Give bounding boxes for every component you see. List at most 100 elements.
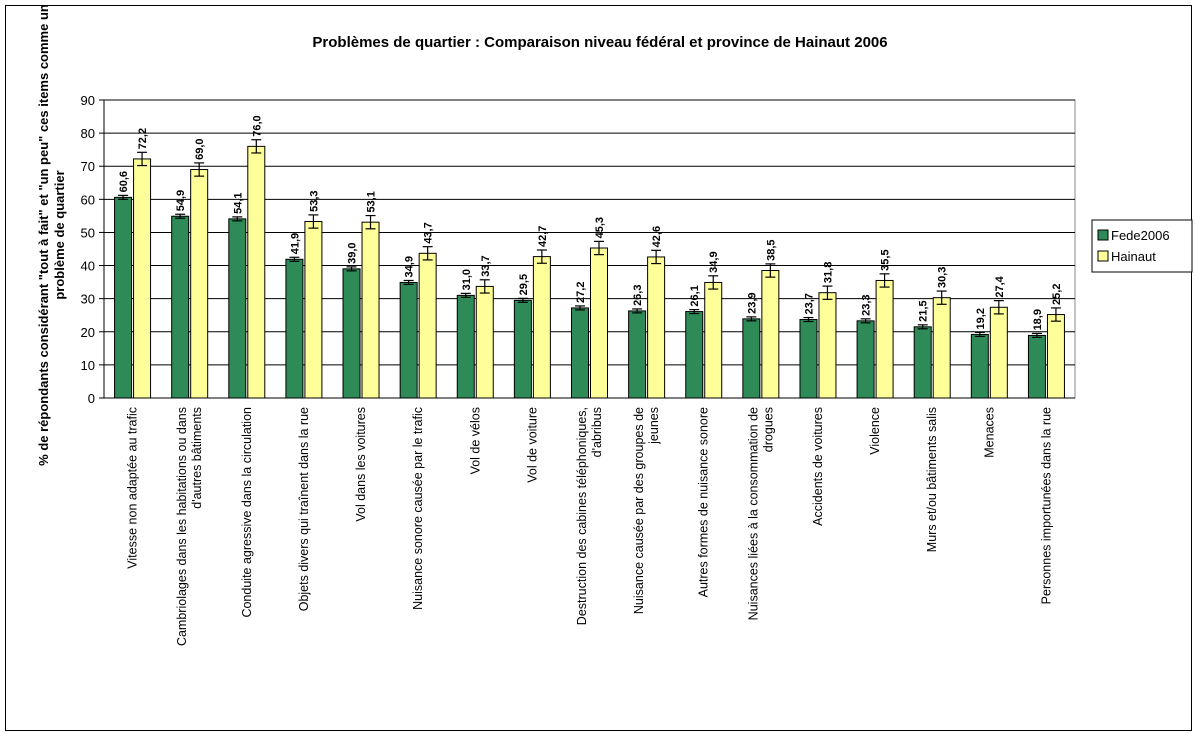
data-label: 18,9 [1032,309,1044,330]
bar-fede2006 [456,294,475,399]
y-tick-label: 40 [81,259,95,274]
bar-hainaut [475,285,494,399]
data-label: 34,9 [708,251,720,272]
bar-hainaut [304,221,323,399]
y-tick-label: 90 [81,93,95,108]
data-label: 41,9 [289,233,301,254]
data-label: 19,2 [975,308,987,329]
bar-fede2006 [571,307,589,399]
bar-hainaut [418,252,437,399]
bar-fede2006 [856,320,875,399]
bar-fede2006 [285,258,304,399]
data-label: 42,7 [537,226,549,247]
bar-hainaut [532,256,551,399]
y-axis-title: % de répondants considérant "tout à fait… [36,4,51,466]
data-label: 33,7 [480,255,492,276]
legend-label: Hainaut [1111,249,1156,264]
x-tick-label: Vitesse non adaptée au trafic [126,407,140,569]
data-label: 26,1 [689,285,701,306]
bar-hainaut [1046,314,1065,399]
bar-fede2006 [799,319,818,399]
data-label: 38,5 [765,239,777,260]
legend-swatch [1097,250,1109,262]
data-label: 31,0 [461,269,473,290]
data-label: 25,2 [1051,284,1063,305]
bar-fede2006 [970,333,989,399]
x-tick-label: Personnes importunées dans la rue [1039,407,1053,604]
data-label: 72,2 [137,128,149,149]
x-tick-label: Conduite agressive dans la circulation [240,407,254,618]
data-label: 23,7 [803,293,815,314]
x-tick-label: Vol de vélos [468,407,482,474]
data-label: 31,8 [822,262,834,283]
bar-hainaut [932,297,951,399]
bar-hainaut [761,270,780,399]
bar-hainaut [818,292,837,399]
data-label: 23,3 [861,294,873,315]
legend-label: Fede2006 [1111,228,1170,243]
data-label: 60,6 [118,171,130,192]
bar-hainaut [989,306,1008,399]
data-label: 27,4 [994,275,1006,297]
data-label: 54,1 [232,192,244,213]
bar-hainaut [875,279,894,399]
y-axis-title: problème de quartier [52,170,67,299]
legend-box [1091,219,1193,273]
data-label: 53,1 [366,191,378,212]
x-tick-label: Menaces [982,407,996,458]
data-label: 30,3 [937,267,949,288]
data-label: 54,9 [175,190,187,211]
x-tick-label: Nuisances liées à la consommation de [746,407,760,620]
bar-fede2006 [399,281,418,399]
legend-swatch [1097,229,1109,241]
x-tick-label: Objets divers qui traînent dans la rue [297,407,311,611]
x-tick-label: Cambriolages dans les habitations ou dan… [175,407,189,646]
bar-hainaut [647,256,666,399]
bar-hainaut [190,169,209,399]
y-tick-label: 20 [81,325,95,340]
data-label: 53,3 [308,190,320,211]
x-tick-label: Nuisance sonore causée par le trafic [411,407,425,610]
x-tick-label: Murs et/ou bâtiments salis [925,407,939,552]
x-tick-label: Nuisance causée par des groupes de [632,407,646,614]
x-tick-label: Destruction des cabines téléphoniques, [575,407,589,625]
data-label: 34,9 [404,256,416,277]
data-label: 42,6 [651,226,663,247]
y-tick-label: 10 [81,358,95,373]
bar-fede2006 [742,318,761,399]
data-label: 26,3 [632,285,644,306]
data-label: 69,0 [194,138,206,159]
bar-fede2006 [171,215,190,399]
data-label: 45,3 [594,217,606,238]
bar-fede2006 [342,268,361,399]
data-label: 29,5 [518,274,530,295]
data-label: 23,9 [746,292,758,313]
bar-fede2006 [913,326,932,399]
bar-fede2006 [685,311,704,399]
data-label: 39,0 [347,242,359,263]
bar-hainaut [247,145,266,399]
chart-title: Problèmes de quartier : Comparaison nive… [312,34,887,51]
y-tick-label: 70 [81,159,95,174]
bar-hainaut [704,281,723,399]
data-label: 76,0 [251,115,263,136]
x-tick-label: drogues [761,407,775,452]
x-tick-label: Violence [868,407,882,455]
bar-fede2006 [1027,334,1046,399]
x-tick-label: Autres formes de nuisance sonore [697,407,711,597]
bar-fede2006 [228,218,247,399]
bar-fede2006 [628,310,647,399]
plot-area [103,99,1076,399]
data-label: 27,2 [575,282,587,303]
bar-fede2006 [513,299,532,399]
bar-fede2006 [114,196,133,399]
x-tick-label: Accidents de voitures [811,407,825,526]
bar-hainaut [361,221,380,399]
bar-hainaut [590,247,608,399]
data-label: 35,5 [880,249,892,270]
y-tick-label: 60 [81,192,95,207]
data-label: 21,5 [918,300,930,321]
x-tick-label: d'autres bâtiments [190,407,204,509]
data-label: 43,7 [423,222,435,243]
